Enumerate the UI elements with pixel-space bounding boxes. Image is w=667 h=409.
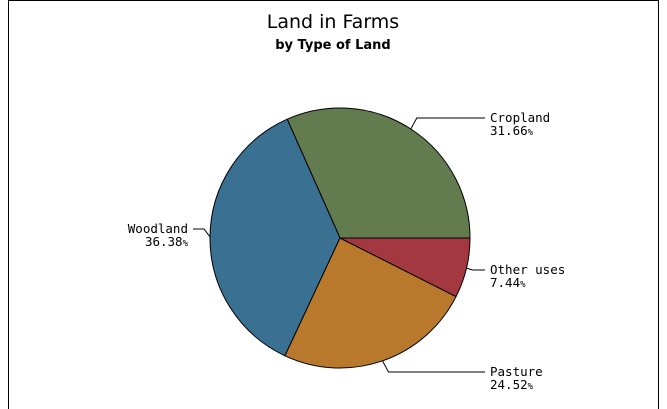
slice-label: Other uses [490, 262, 565, 277]
pie-slice-other-uses [339, 237, 471, 298]
leader-line [466, 267, 485, 271]
leader-line [410, 117, 485, 130]
chart-title: Land in Farms [267, 11, 399, 33]
pie-slices [209, 107, 471, 369]
leader-line [193, 228, 211, 238]
slice-value-label: 31.66% [490, 123, 534, 138]
slice-value-label: 24.52% [490, 377, 534, 392]
slice-label: Pasture [490, 364, 543, 379]
slice-value-label: 7.44% [490, 275, 526, 290]
slice-label: Woodland [128, 221, 188, 236]
chart-subtitle: by Type of Land [275, 38, 390, 53]
slice-value-label: 36.38% [145, 234, 189, 249]
slice-label: Cropland [490, 110, 550, 125]
leader-line [382, 360, 485, 373]
pie-slice-pasture [284, 237, 457, 369]
